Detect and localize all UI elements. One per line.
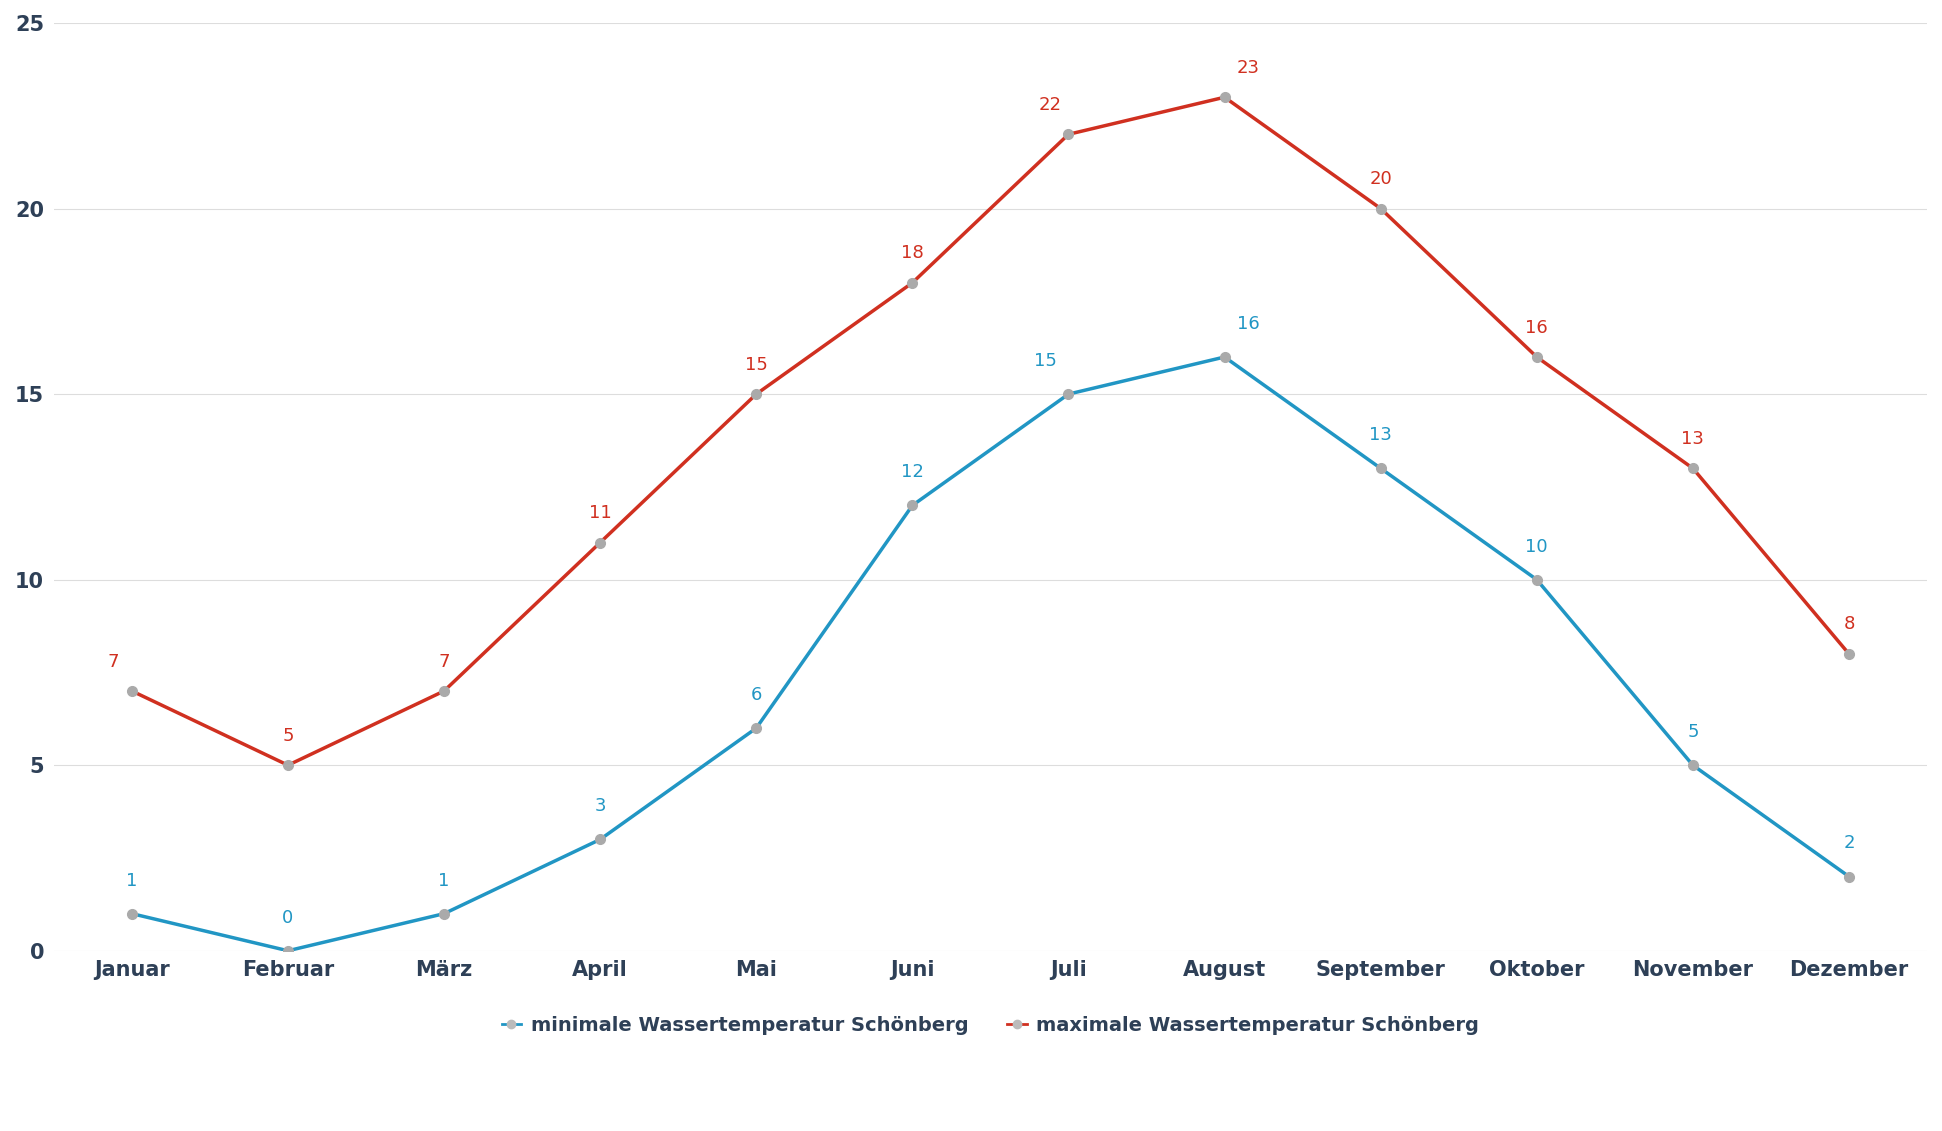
Text: 0: 0 <box>282 908 293 926</box>
Text: 16: 16 <box>1237 314 1258 333</box>
minimale Wassertemperatur Schönberg <box>276 944 299 958</box>
minimale Wassertemperatur Schönberg <box>1056 387 1080 400</box>
maximale Wassertemperatur Schönberg <box>276 759 299 772</box>
minimale Wassertemperatur Schönberg <box>588 832 612 846</box>
Legend: minimale Wassertemperatur Schönberg, maximale Wassertemperatur Schönberg: minimale Wassertemperatur Schönberg, max… <box>493 1008 1488 1043</box>
Text: 2: 2 <box>1843 835 1855 853</box>
Text: 3: 3 <box>594 797 606 815</box>
maximale Wassertemperatur Schönberg <box>1682 461 1705 475</box>
minimale Wassertemperatur Schönberg <box>1369 461 1392 475</box>
Text: 8: 8 <box>1843 615 1855 633</box>
Line: maximale Wassertemperatur Schönberg: maximale Wassertemperatur Schönberg <box>126 93 1855 770</box>
maximale Wassertemperatur Schönberg <box>901 276 924 290</box>
minimale Wassertemperatur Schönberg <box>433 907 456 921</box>
Text: 10: 10 <box>1526 537 1548 555</box>
maximale Wassertemperatur Schönberg <box>1837 647 1860 661</box>
maximale Wassertemperatur Schönberg <box>120 684 144 698</box>
minimale Wassertemperatur Schönberg <box>1524 573 1548 587</box>
maximale Wassertemperatur Schönberg <box>588 536 612 550</box>
maximale Wassertemperatur Schönberg <box>1214 90 1237 104</box>
Line: minimale Wassertemperatur Schönberg: minimale Wassertemperatur Schönberg <box>126 352 1855 956</box>
Text: 15: 15 <box>1033 352 1056 370</box>
Text: 13: 13 <box>1369 426 1392 444</box>
minimale Wassertemperatur Schönberg <box>120 907 144 921</box>
maximale Wassertemperatur Schönberg <box>1056 128 1080 141</box>
maximale Wassertemperatur Schönberg <box>1524 351 1548 364</box>
Text: 5: 5 <box>1688 723 1699 741</box>
minimale Wassertemperatur Schönberg <box>744 722 767 735</box>
Text: 7: 7 <box>439 653 451 671</box>
Text: 20: 20 <box>1369 170 1392 188</box>
Text: 12: 12 <box>901 464 924 482</box>
Text: 15: 15 <box>746 355 767 373</box>
maximale Wassertemperatur Schönberg <box>1369 201 1392 215</box>
Text: 13: 13 <box>1682 430 1705 448</box>
Text: 22: 22 <box>1039 96 1060 114</box>
Text: 11: 11 <box>588 504 612 523</box>
minimale Wassertemperatur Schönberg <box>1214 351 1237 364</box>
Text: 6: 6 <box>752 687 761 703</box>
Text: 23: 23 <box>1237 59 1260 77</box>
minimale Wassertemperatur Schönberg <box>1682 759 1705 772</box>
minimale Wassertemperatur Schönberg <box>901 499 924 512</box>
Text: 18: 18 <box>901 244 924 262</box>
minimale Wassertemperatur Schönberg <box>1837 870 1860 883</box>
Text: 5: 5 <box>282 727 293 745</box>
Text: 1: 1 <box>439 872 451 889</box>
Text: 16: 16 <box>1524 319 1548 337</box>
Text: 1: 1 <box>126 872 138 889</box>
maximale Wassertemperatur Schönberg <box>744 387 767 400</box>
maximale Wassertemperatur Schönberg <box>433 684 456 698</box>
Text: 7: 7 <box>107 653 118 671</box>
